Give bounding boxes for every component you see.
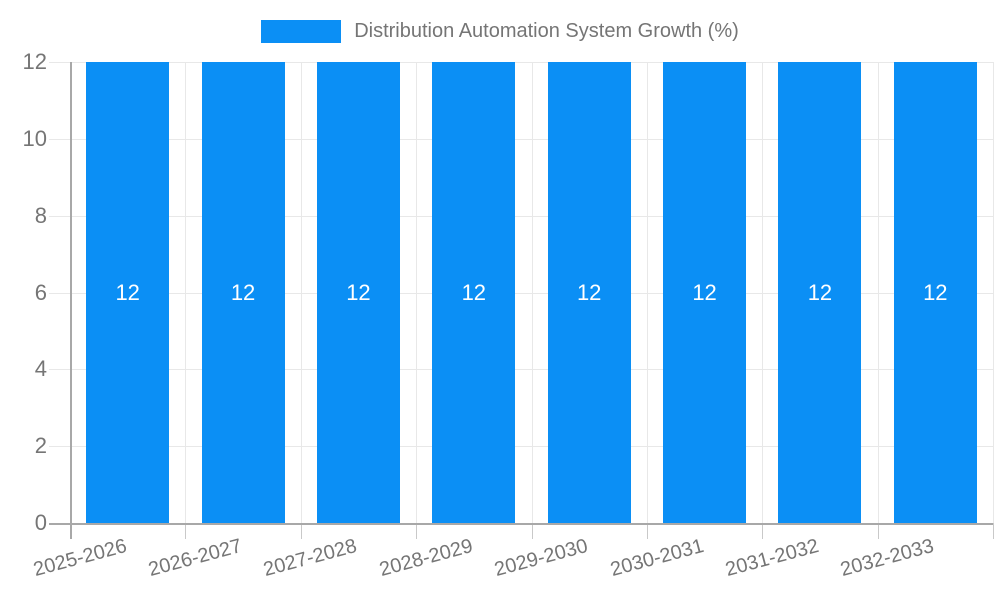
legend-swatch bbox=[261, 19, 342, 43]
y-tick-label: 4 bbox=[34, 356, 47, 382]
tick-mark bbox=[531, 523, 533, 539]
chart-legend[interactable]: Distribution Automation System Growth (%… bbox=[0, 19, 1000, 43]
y-tick-label: 12 bbox=[22, 49, 47, 74]
bar-value-label: 12 bbox=[346, 279, 371, 305]
bar-value-label: 12 bbox=[923, 279, 948, 305]
x-axis-line bbox=[49, 523, 993, 525]
tick-mark bbox=[416, 523, 418, 539]
gridline bbox=[877, 62, 879, 523]
y-tick-label: 2 bbox=[34, 433, 47, 459]
y-tick-label: 10 bbox=[22, 125, 47, 151]
bar[interactable] bbox=[86, 62, 170, 523]
gridline bbox=[185, 62, 187, 523]
tick-mark bbox=[646, 523, 648, 539]
gridline bbox=[993, 62, 994, 523]
gridline bbox=[49, 215, 993, 217]
bar-value-label: 12 bbox=[230, 279, 256, 305]
tick-mark bbox=[762, 523, 764, 539]
gridline bbox=[531, 62, 533, 523]
tick-mark bbox=[993, 523, 994, 539]
bar[interactable] bbox=[201, 62, 285, 523]
bar-value-label: 12 bbox=[576, 279, 602, 305]
gridline bbox=[49, 369, 993, 371]
tick-mark bbox=[877, 523, 879, 539]
y-tick-label: 0 bbox=[34, 510, 47, 535]
y-axis-line bbox=[70, 62, 72, 539]
y-tick-label: 6 bbox=[34, 279, 47, 305]
bar[interactable] bbox=[547, 62, 631, 523]
y-tick-label: 8 bbox=[34, 202, 47, 228]
bar[interactable] bbox=[316, 62, 400, 523]
gridline bbox=[416, 62, 418, 523]
gridline bbox=[300, 62, 302, 523]
gridline bbox=[646, 62, 648, 523]
bar-value-label: 12 bbox=[461, 279, 487, 305]
gridline bbox=[49, 446, 993, 448]
bar[interactable] bbox=[663, 62, 747, 523]
bar[interactable] bbox=[432, 62, 516, 523]
bar-value-label: 12 bbox=[692, 279, 717, 305]
bar[interactable] bbox=[778, 62, 862, 523]
legend-label: Distribution Automation System Growth (%… bbox=[354, 20, 739, 42]
bar[interactable] bbox=[893, 62, 977, 523]
gridline bbox=[49, 62, 993, 63]
gridline bbox=[49, 292, 993, 294]
gridline bbox=[762, 62, 764, 523]
gridline bbox=[49, 138, 993, 140]
bar-value-label: 12 bbox=[807, 279, 833, 305]
tick-mark bbox=[300, 523, 302, 539]
tick-mark bbox=[185, 523, 187, 539]
bar-value-label: 12 bbox=[115, 279, 140, 305]
